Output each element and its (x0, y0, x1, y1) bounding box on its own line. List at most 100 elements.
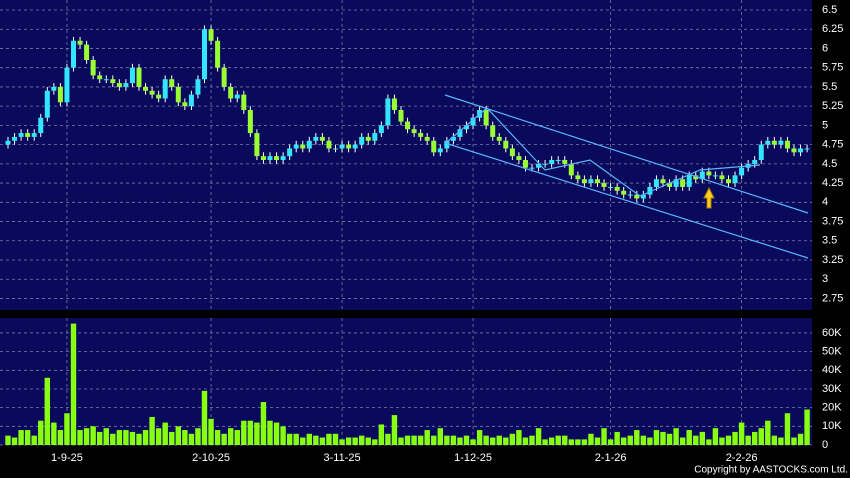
candle-body (568, 163, 574, 176)
volume-bar (679, 437, 686, 445)
volume-bar (804, 409, 810, 445)
candle-body (660, 179, 666, 184)
candle-body (424, 136, 430, 141)
candle-body (496, 136, 502, 141)
volume-bar (313, 435, 319, 445)
volume-bar (686, 430, 692, 445)
volume-bar (70, 323, 77, 445)
candle-body (784, 140, 790, 149)
volume-bar (300, 437, 306, 445)
volume-bar (575, 439, 581, 445)
candle-body (575, 175, 581, 180)
candle-body (503, 140, 509, 149)
volume-bar (627, 435, 633, 445)
candle-body (752, 160, 758, 164)
candle-body (188, 94, 194, 107)
candle-body (457, 129, 463, 137)
volume-bar (286, 433, 293, 445)
volume-bar (273, 422, 280, 445)
candle-body (372, 133, 378, 141)
candle-body (719, 175, 725, 180)
channel-upper (444, 94, 809, 214)
volume-bar (640, 435, 647, 445)
volume-bar (201, 390, 208, 445)
volume-bar (365, 437, 371, 445)
candle-body (241, 94, 247, 110)
volume-bar (621, 437, 627, 445)
volume-panel (0, 318, 812, 445)
candle-body (712, 175, 718, 177)
volume-bar (529, 435, 535, 445)
x-tick-label: 1-9-25 (51, 452, 83, 464)
candle-body (378, 125, 384, 134)
candle-body (509, 148, 515, 157)
volume-bar (594, 437, 601, 445)
candle-body (247, 110, 253, 134)
candle-body (116, 83, 122, 87)
candle-body (359, 136, 365, 145)
candle-body (778, 140, 784, 145)
candle-body (136, 67, 142, 87)
volume-bar (535, 428, 542, 445)
candle-body (804, 148, 810, 150)
candle-body (621, 190, 627, 195)
y2-tick-label: 40K (822, 364, 842, 376)
volume-bar (208, 418, 214, 445)
volume-bar (97, 431, 103, 445)
volume-bar (450, 435, 457, 445)
candle-body (490, 125, 496, 137)
channel-lower (444, 142, 809, 259)
volume-bar (693, 435, 699, 445)
candle-body (536, 163, 542, 168)
volume-bar (116, 430, 123, 445)
volume-bar (463, 435, 470, 445)
candle-body (267, 156, 273, 160)
volume-bar (647, 437, 653, 445)
volume-bar (516, 430, 522, 445)
candle-body (313, 136, 319, 141)
volume-bar (581, 439, 588, 445)
x-tick-label: 1-12-25 (454, 452, 492, 464)
volume-bar (719, 437, 725, 445)
candle-body (706, 171, 712, 176)
volume-bar (699, 431, 705, 445)
volume-bar (509, 433, 516, 445)
volume-bar (483, 435, 489, 445)
candle-body (175, 86, 181, 103)
candle-body (431, 140, 437, 153)
candle-body (732, 175, 738, 184)
volume-bar (64, 413, 70, 445)
candle-body (97, 75, 103, 80)
volume-bar (188, 433, 195, 445)
volume-bar (778, 437, 784, 445)
volume-bar (31, 435, 37, 445)
volume-bar (5, 435, 11, 445)
candle-body (18, 133, 24, 137)
volume-bar (437, 428, 443, 445)
arrow-marker (703, 186, 715, 209)
candle-body (365, 136, 371, 141)
volume-bar (90, 426, 96, 445)
candle-body (31, 133, 37, 137)
candle-body (38, 117, 44, 134)
volume-bar (752, 431, 758, 445)
candle-body (254, 133, 260, 157)
candle-body (739, 167, 745, 176)
candle-body (352, 144, 358, 149)
candle-body (673, 179, 679, 187)
volume-bar (732, 431, 738, 445)
candle-body (411, 129, 417, 134)
candle-body (143, 86, 149, 91)
candle-body (529, 167, 535, 169)
candle-body (608, 186, 614, 188)
volume-bar (182, 430, 188, 445)
volume-bar (614, 431, 620, 445)
volume-bar (247, 420, 254, 445)
candle-body (208, 29, 214, 41)
volume-bar (38, 420, 44, 445)
volume-bar (378, 424, 385, 445)
volume-bar (359, 435, 365, 445)
volume-bar (142, 430, 149, 445)
candle-body (647, 186, 653, 195)
candle-body (765, 140, 771, 145)
